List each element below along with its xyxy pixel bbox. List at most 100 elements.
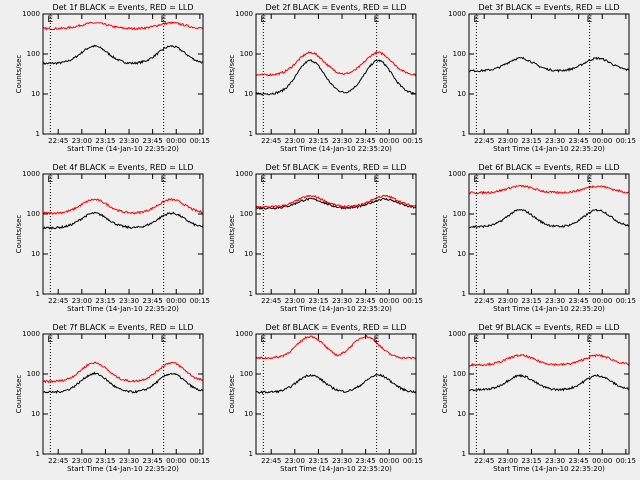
x-tick-label: 00:15 [616,297,636,305]
y-tick-label: 1000 [235,10,253,18]
x-tick-label: 00:15 [403,297,423,305]
x-tick-label: 23:45 [569,297,589,305]
series-black-line [468,208,630,229]
y-tick-label: 100 [240,370,253,378]
x-tick-label: 00:00 [592,137,612,145]
chart-title: Det 7f BLACK = Events, RED = LLD [52,323,193,332]
x-tick-label: 23:00 [285,297,305,305]
marker-label: E [473,175,479,185]
x-tick-label: 23:00 [285,457,305,465]
series-red-line [255,50,417,77]
chart-panel-6: Det 6f BLACK = Events, RED = LLD E E 1 10 100… [441,163,636,313]
x-tick-label: 23:15 [308,457,328,465]
x-axis-label: Start Time (14-Jan-10 22:35:20) [67,305,179,313]
x-axis-label: Start Time (14-Jan-10 22:35:20) [280,465,392,473]
x-tick-label: 23:30 [332,137,352,145]
marker-label: E [374,15,380,25]
x-tick-label: 23:45 [143,137,163,145]
x-tick-label: 00:15 [190,137,210,145]
marker-label: E [47,15,53,25]
y-tick-label: 1000 [235,170,253,178]
x-axis-label: Start Time (14-Jan-10 22:35:20) [493,305,605,313]
x-tick-label: 00:00 [166,297,186,305]
x-tick-label: 22:45 [261,297,281,305]
series-red-line [42,361,204,384]
x-tick-label: 23:45 [143,457,163,465]
x-tick-label: 00:15 [616,137,636,145]
x-tick-label: 22:45 [48,457,68,465]
marker-label: E [374,175,380,185]
y-axis-label: Counts/sec [441,215,449,254]
x-tick-label: 23:00 [285,137,305,145]
x-tick-label: 00:00 [166,137,186,145]
x-tick-label: 22:45 [474,457,494,465]
marker-label: E [47,335,53,345]
y-tick-label: 1000 [448,170,466,178]
y-axis-label: Counts/sec [15,215,23,254]
y-tick-label: 100 [453,210,466,218]
marker-label: E [587,335,593,345]
chart-title: Det 3f BLACK = Events, RED = LLD [478,3,619,12]
x-tick-label: 23:00 [498,137,518,145]
y-tick-label: 10 [457,90,466,98]
x-tick-label: 23:30 [545,457,565,465]
y-tick-label: 10 [244,410,253,418]
x-tick-label: 00:15 [616,457,636,465]
x-tick-label: 23:45 [356,297,376,305]
x-tick-label: 23:00 [72,137,92,145]
series-red-line [468,184,630,195]
x-axis-label: Start Time (14-Jan-10 22:35:20) [280,145,392,153]
chart-panel-8: Det 8f BLACK = Events, RED = LLD E E 1 10 100… [228,323,423,473]
x-tick-label: 22:45 [474,137,494,145]
y-tick-label: 100 [240,50,253,58]
y-tick-label: 1 [36,130,40,138]
chart-panel-7: Det 7f BLACK = Events, RED = LLD E E 1 10 100… [15,323,210,473]
x-axis-label: Start Time (14-Jan-10 22:35:20) [493,145,605,153]
x-tick-label: 00:00 [592,297,612,305]
x-tick-label: 23:00 [498,297,518,305]
x-tick-label: 00:15 [190,457,210,465]
x-axis-label: Start Time (14-Jan-10 22:35:20) [67,145,179,153]
series-red-line [42,198,203,216]
x-tick-label: 23:30 [119,137,139,145]
x-tick-label: 23:45 [143,297,163,305]
y-tick-label: 1000 [22,170,40,178]
x-tick-label: 23:45 [569,457,589,465]
x-tick-label: 23:15 [95,137,115,145]
x-tick-label: 00:00 [379,297,399,305]
marker-label: E [161,335,167,345]
series-black-line [468,373,630,392]
x-tick-label: 23:30 [332,297,352,305]
y-tick-label: 1 [462,130,466,138]
marker-label: E [161,15,167,25]
y-tick-label: 10 [31,410,40,418]
x-tick-label: 23:15 [308,297,328,305]
series-black-line [468,56,630,73]
chart-title: Det 8f BLACK = Events, RED = LLD [265,323,406,332]
y-tick-label: 10 [244,90,253,98]
x-tick-label: 23:15 [308,137,328,145]
y-axis-label: Counts/sec [441,55,449,94]
series-black-line [255,373,417,395]
chart-panel-9: Det 9f BLACK = Events, RED = LLD E E 1 10 100… [441,323,636,473]
x-tick-label: 00:00 [592,457,612,465]
y-tick-label: 100 [453,370,466,378]
marker-label: E [473,335,479,345]
x-tick-label: 00:00 [379,137,399,145]
y-tick-label: 1000 [448,330,466,338]
y-axis-label: Counts/sec [15,375,23,414]
chart-title: Det 5f BLACK = Events, RED = LLD [265,163,406,172]
marker-label: E [587,15,593,25]
y-tick-label: 1 [462,290,466,298]
x-tick-label: 23:00 [72,457,92,465]
y-tick-label: 100 [27,50,40,58]
x-tick-label: 23:45 [356,457,376,465]
plot-frame [468,333,630,455]
x-tick-label: 23:15 [521,297,541,305]
marker-label: E [47,175,53,185]
x-tick-label: 00:15 [403,457,423,465]
x-tick-label: 23:30 [119,297,139,305]
y-tick-label: 1000 [22,330,40,338]
chart-title: Det 2f BLACK = Events, RED = LLD [265,3,406,12]
x-tick-label: 23:30 [332,457,352,465]
